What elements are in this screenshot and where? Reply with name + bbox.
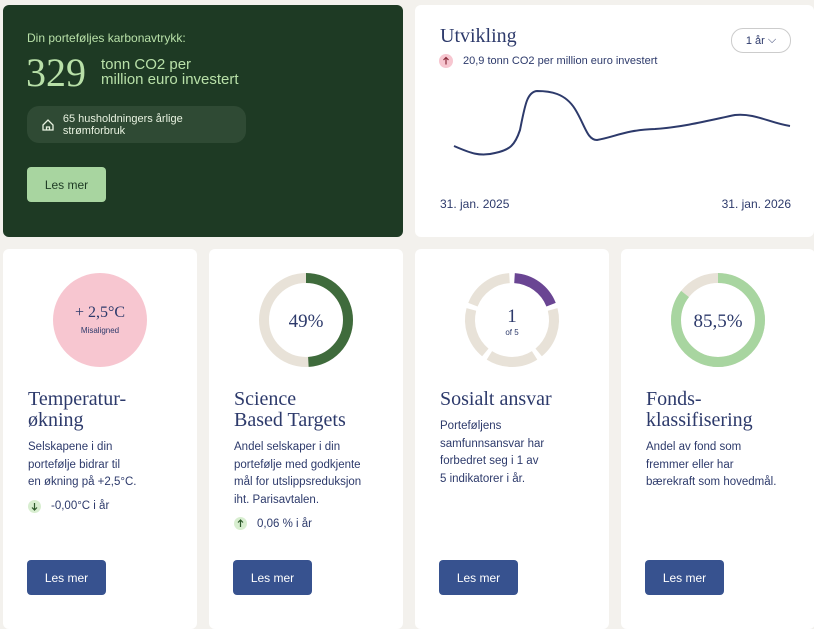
- ring: 1of 5: [465, 273, 559, 367]
- description-line: iht. Parisavtalen.: [234, 493, 320, 506]
- change-row: 0,06 % i år: [234, 517, 312, 530]
- ring-label: + 2,5°C: [75, 304, 125, 321]
- carbon-card: Din porteføljes karbonavtrykk: 329 tonn …: [3, 5, 403, 237]
- read-more-button[interactable]: Les mer: [645, 560, 724, 595]
- ring-arc: [259, 273, 353, 367]
- page: Din porteføljes karbonavtrykk: 329 tonn …: [3, 5, 814, 629]
- title-line: Fonds-: [646, 388, 702, 410]
- description-line: bærekraft som hovedmål.: [646, 476, 777, 488]
- description-line: portefølje bidrar til: [28, 458, 121, 471]
- heading: Din porteføljes karbonavtrykk:: [27, 31, 186, 45]
- card-title: Temperatur-økning: [28, 389, 126, 431]
- description-line: en økning på +2,5°C.: [28, 476, 137, 488]
- card-title: Sosialt ansvar: [440, 389, 552, 410]
- icon-arrow: [31, 502, 38, 511]
- unit-line: million euro investert: [101, 71, 239, 88]
- icon-arrow: [237, 519, 244, 527]
- metric-card: + 2,5°C Misaligned Temperatur-økning Selska…: [3, 249, 197, 629]
- title-line: Science: [234, 388, 297, 410]
- carbon-value: 329: [26, 50, 86, 95]
- description-line: Andel selskaper i din: [234, 441, 341, 453]
- description-line: forbedret seg i 1 av: [440, 455, 539, 467]
- ring-segment: [535, 308, 559, 357]
- period: 1 år: [745, 34, 765, 47]
- change-icon: [28, 499, 41, 513]
- ring-segment: [465, 308, 489, 357]
- end-date: 31. jan. 2026: [721, 197, 791, 211]
- temperature-circle: [53, 273, 147, 367]
- households-pill: 65 husholdningers årlige strømforbruk: [27, 106, 246, 143]
- read-more-button[interactable]: Les mer: [27, 560, 106, 595]
- metric-card: 49% Science Based Targets Andel selskaper i…: [209, 249, 403, 629]
- title-line: økning: [28, 409, 84, 431]
- ring-sub: Misaligned: [81, 326, 119, 335]
- ring-segment: [468, 273, 511, 307]
- ring-segment-filled: [513, 273, 556, 307]
- description-line: 5 indikatorer i år.: [440, 472, 526, 485]
- read-more-button[interactable]: Les mer: [439, 560, 518, 595]
- period-select[interactable]: 1 år ⌵: [731, 28, 791, 53]
- start-date: 31. jan. 2025: [440, 197, 510, 211]
- description-line: samfunnsansvar har: [440, 437, 545, 450]
- change-icon: [234, 517, 247, 530]
- read-more-button[interactable]: Les mer: [27, 167, 106, 202]
- description-line: Andel av fond som: [646, 441, 742, 453]
- ring-value: 1: [507, 306, 517, 327]
- ring-label: 85,5%: [693, 311, 742, 332]
- trend-title: Utvikling: [440, 25, 517, 47]
- ring-total: of 5: [505, 328, 519, 337]
- card-description: Andel selskaper i din portefølje med godk…: [234, 439, 361, 509]
- change: 0,06 % i år: [257, 517, 312, 530]
- card-title: Fonds-klassifisering: [646, 389, 753, 431]
- unit: tonn CO2 per million euro investert: [101, 57, 239, 87]
- trend-line: [453, 89, 791, 156]
- metric-card: 1 of 5 Sosialt ansvar Porteføljens samfunnsa…: [415, 249, 609, 629]
- description-line: Porteføljens: [440, 420, 502, 432]
- households: 65 husholdningers årlige strømforbruk: [62, 112, 183, 137]
- trend-change: 20,9 tonn CO2 per million euro investert: [463, 55, 658, 67]
- change: -0,00°C i år: [51, 500, 110, 512]
- ring-arc: [671, 273, 765, 367]
- title-line: klassifisering: [646, 409, 753, 431]
- ring-label: 49%: [289, 311, 324, 332]
- title-line: Temperatur-: [28, 388, 127, 410]
- up-icon: [439, 54, 453, 68]
- unit-line: tonn CO2 per: [101, 56, 192, 73]
- description-line: fremmer eller har: [646, 458, 734, 471]
- card-title: Science Based Targets: [234, 389, 346, 431]
- title-line: Based Targets: [234, 409, 346, 431]
- description-line: Selskapene i din: [28, 441, 113, 453]
- trend-card: Utvikling 1 år ⌵ 20,9 tonn CO2 per milli…: [415, 5, 814, 237]
- card-description: Selskapene i din portefølje bidrar til en …: [28, 439, 137, 492]
- ring-segment: [486, 351, 538, 367]
- ring: 49%: [259, 273, 353, 367]
- metric-card: 85,5% Fonds-klassifisering Andel av fond s…: [621, 249, 814, 629]
- change-row: -0,00°C i år: [28, 499, 110, 513]
- card-description: Porteføljens samfunnsansvar har forbedret …: [440, 418, 544, 488]
- description-line: mål for utslippsreduksjon: [234, 476, 362, 488]
- title-line: Sosialt ansvar: [440, 388, 552, 410]
- read-more-button[interactable]: Les mer: [233, 560, 312, 595]
- ring: 85,5%: [671, 273, 765, 367]
- ring: + 2,5°C Misaligned: [53, 273, 147, 367]
- house-icon: [42, 118, 54, 131]
- description-line: portefølje med godkjente: [234, 458, 361, 471]
- card-description: Andel av fond som fremmer eller har bærekr…: [646, 439, 776, 492]
